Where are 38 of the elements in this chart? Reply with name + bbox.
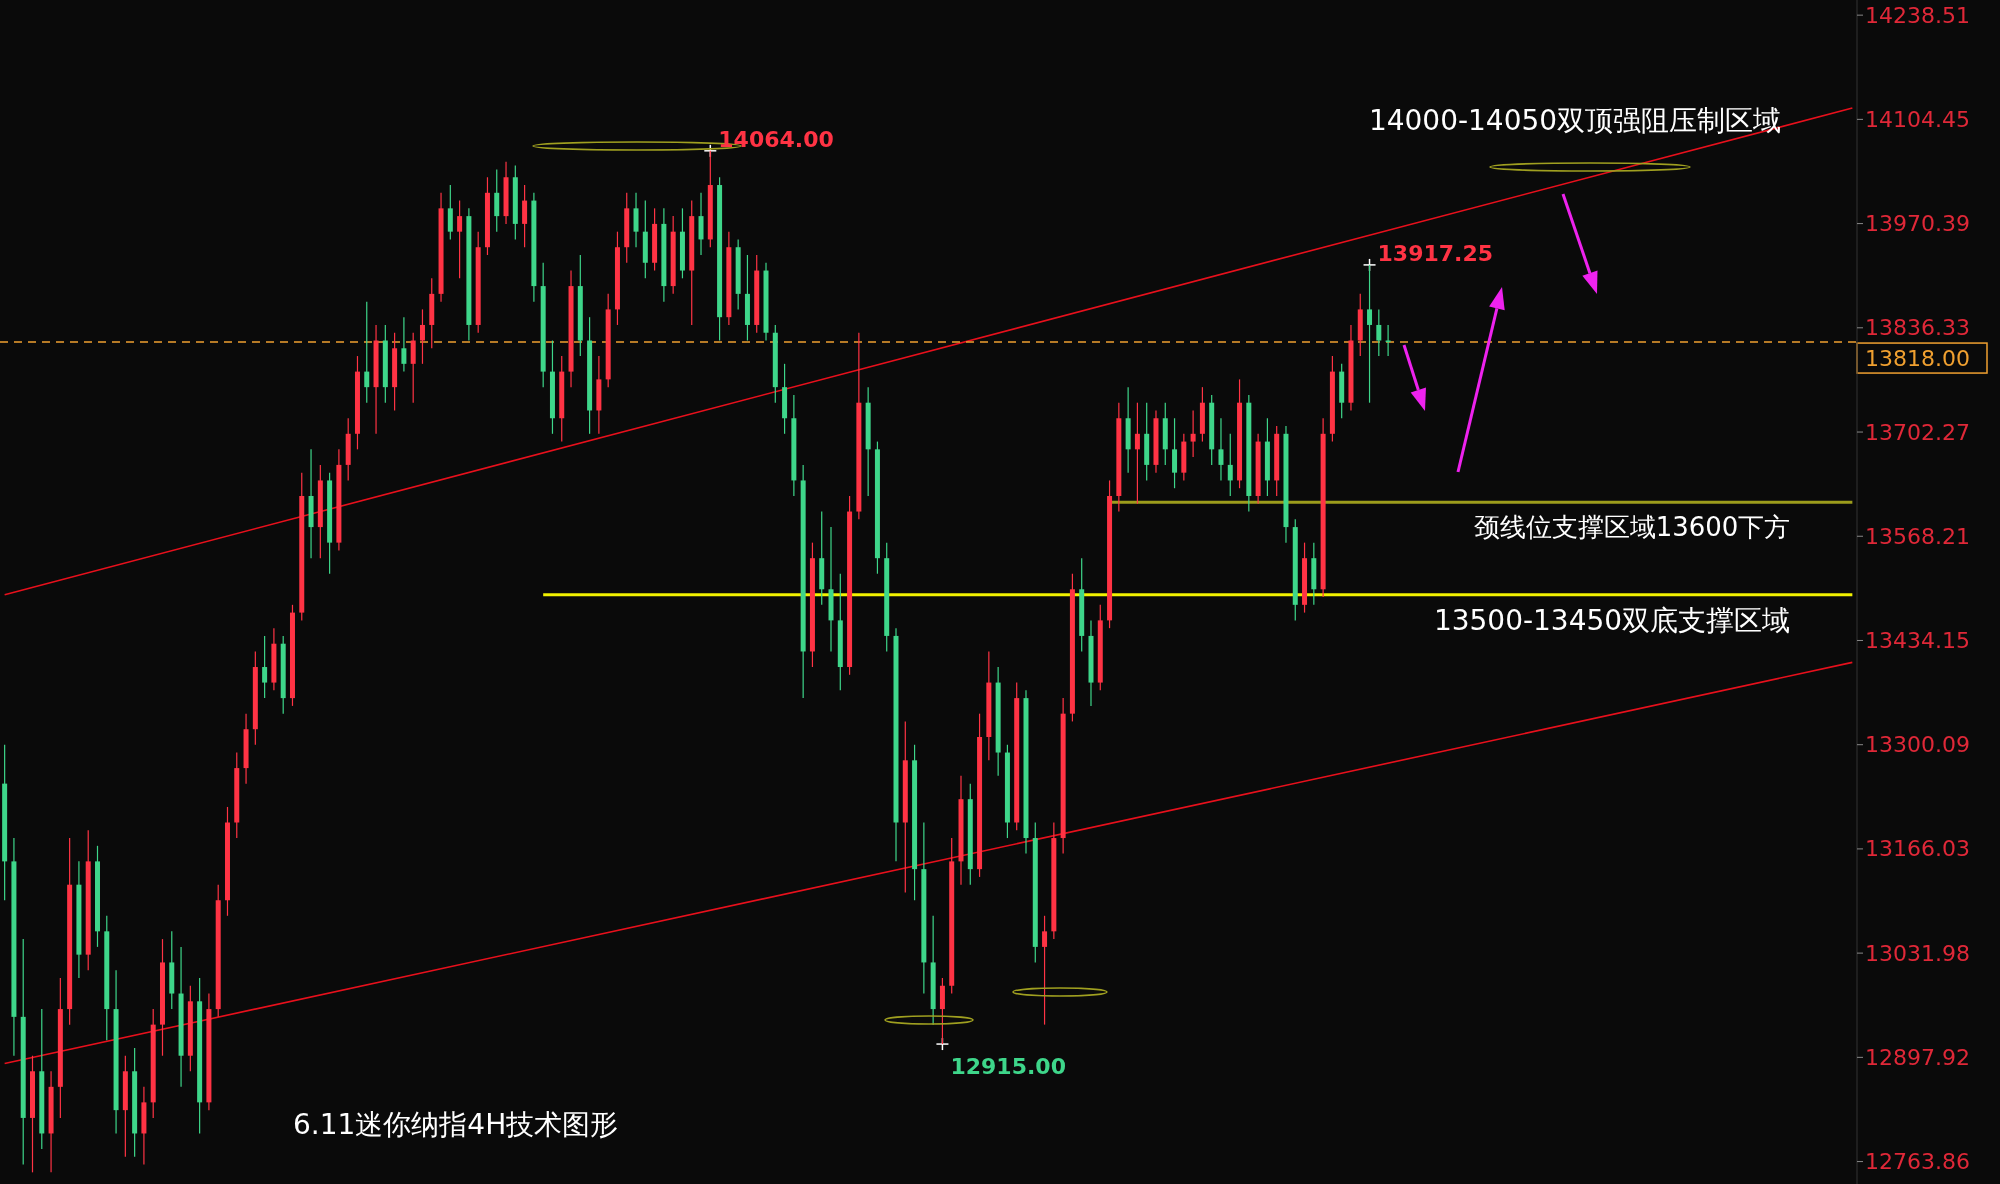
y-tick-label: 13970.39 xyxy=(1865,211,1970,237)
candlestick xyxy=(364,301,370,404)
candlestick xyxy=(1134,402,1140,505)
candlestick xyxy=(1227,433,1233,497)
candlestick xyxy=(419,308,425,365)
y-tick-label: 13702.27 xyxy=(1865,419,1970,445)
candlestick xyxy=(457,199,463,279)
y-tick-label: 14238.51 xyxy=(1865,2,1970,28)
candlestick xyxy=(1172,417,1178,489)
y-tick-label: 14104.45 xyxy=(1865,106,1970,132)
candlestick xyxy=(401,316,407,373)
y-tick-label: 13836.33 xyxy=(1865,315,1970,341)
annotation: 13500-13450双底支撑区域 xyxy=(1433,604,1791,637)
candlestick xyxy=(447,184,453,241)
candlestick xyxy=(262,635,268,699)
candlestick xyxy=(494,168,500,233)
y-tick-label: 13568.21 xyxy=(1865,523,1970,549)
candlestick xyxy=(1042,915,1048,1026)
y-tick-label: 12763.86 xyxy=(1865,1149,1970,1175)
candlestick xyxy=(410,332,416,404)
y-tick-label: 13166.03 xyxy=(1865,836,1970,862)
y-tick-label: 13031.98 xyxy=(1865,940,1970,966)
ref-line-label: 13818.00 xyxy=(1865,345,1970,371)
annotation: 13917.25 xyxy=(1377,240,1494,266)
candlestick xyxy=(522,184,528,248)
annotation: 6.11迷你纳指4H技术图形 xyxy=(293,1108,619,1141)
candlestick xyxy=(1190,409,1196,458)
candlestick xyxy=(633,192,639,248)
candlestick xyxy=(698,192,704,256)
y-tick-label: 13434.15 xyxy=(1865,627,1970,653)
candlestick xyxy=(1218,417,1224,482)
candlestick xyxy=(1376,308,1382,357)
y-tick-label: 13300.09 xyxy=(1865,732,1970,758)
y-tick-label: 12897.92 xyxy=(1865,1044,1970,1070)
annotation: 颈线位支撑区域13600下方 xyxy=(1473,512,1791,542)
annotation: 12915.00 xyxy=(950,1054,1066,1080)
annotation: 14000-14050双顶强阻压制区域 xyxy=(1368,104,1782,137)
annotation: 14064.00 xyxy=(718,126,834,152)
